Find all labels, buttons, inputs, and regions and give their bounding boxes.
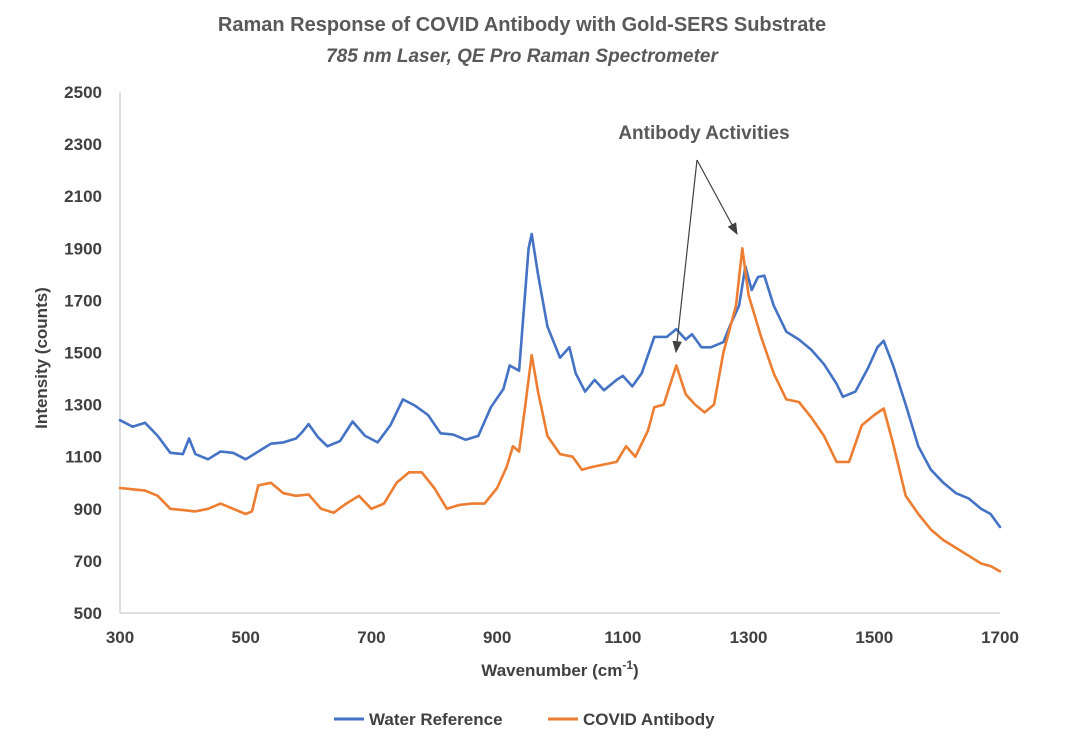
y-tick-label: 900 bbox=[74, 500, 102, 519]
x-tick-label: 900 bbox=[483, 628, 511, 647]
x-tick-label: 1700 bbox=[981, 628, 1019, 647]
x-axis-label-main: Wavenumber (cm bbox=[481, 661, 622, 680]
y-tick-label: 2500 bbox=[64, 83, 102, 102]
annotation-label: Antibody Activities bbox=[618, 123, 789, 144]
y-tick-label: 2300 bbox=[64, 135, 102, 154]
legend-label-water-reference: Water Reference bbox=[369, 710, 503, 729]
x-tick-label: 300 bbox=[106, 628, 134, 647]
y-tick-label: 1100 bbox=[65, 448, 102, 467]
y-axis-label: Intensity (counts) bbox=[32, 287, 51, 429]
x-tick-label: 1100 bbox=[604, 628, 641, 647]
x-axis-label: Wavenumber (cm-1) bbox=[481, 658, 638, 680]
y-tick-label: 500 bbox=[74, 604, 102, 623]
annotation-layer: Antibody Activities bbox=[618, 123, 790, 354]
legend: Water Reference COVID Antibody bbox=[334, 710, 715, 729]
y-tick-label: 1700 bbox=[64, 291, 102, 310]
y-tick-label: 700 bbox=[74, 552, 102, 571]
series-line-covid-antibody bbox=[118, 247, 1002, 573]
x-axis-label-tail: ) bbox=[633, 661, 639, 680]
x-tick-label: 1300 bbox=[730, 628, 768, 647]
x-axis-label-superscript: -1 bbox=[622, 658, 633, 672]
x-tick-label: 500 bbox=[232, 628, 260, 647]
chart-subtitle: 785 nm Laser, QE Pro Raman Spectrometer bbox=[326, 46, 719, 67]
y-tick-label: 1500 bbox=[64, 344, 102, 363]
annotation-arrow bbox=[672, 159, 698, 354]
y-tick-label: 1300 bbox=[64, 396, 102, 415]
series-line-water-reference bbox=[118, 232, 1002, 529]
y-axis-ticks: 500 700 900 1100 1300 1500 1700 1900 2100 2300 250… bbox=[64, 83, 102, 623]
x-axis-ticks: 300 500 700 900 1100 1300 1500 1700 bbox=[106, 628, 1019, 647]
legend-label-covid-antibody: COVID Antibody bbox=[583, 710, 715, 729]
series-layer bbox=[118, 232, 1002, 573]
chart-title: Raman Response of COVID Antibody with Go… bbox=[218, 14, 826, 36]
annotation-arrow bbox=[696, 159, 738, 236]
y-tick-label: 1900 bbox=[64, 239, 102, 258]
y-tick-label: 2100 bbox=[64, 187, 102, 206]
x-tick-label: 1500 bbox=[855, 628, 893, 647]
x-tick-label: 700 bbox=[357, 628, 385, 647]
